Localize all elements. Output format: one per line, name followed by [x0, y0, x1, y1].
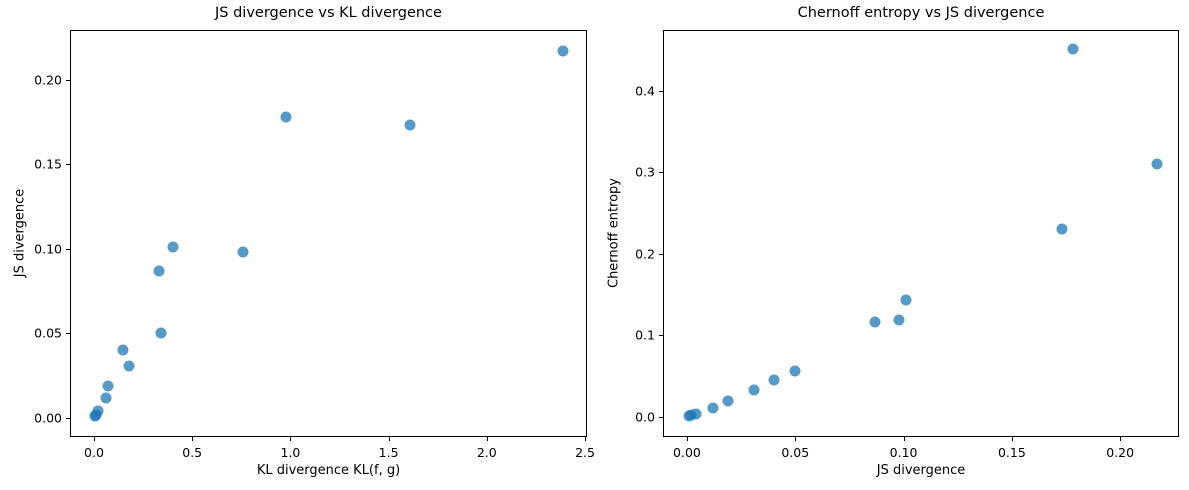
- data-point: [900, 294, 912, 306]
- y-tick-label: 0.10: [34, 241, 62, 257]
- x-tick-label: 2.0: [476, 445, 497, 460]
- x-tick-mark: [686, 437, 688, 441]
- chart-title: JS divergence vs KL divergence: [215, 5, 442, 21]
- data-point: [869, 316, 881, 328]
- y-tick-mark: [659, 172, 663, 174]
- data-point: [117, 344, 129, 356]
- y-tick-mark: [659, 253, 663, 255]
- x-tick-mark: [585, 437, 587, 441]
- y-tick-label: 0.0: [635, 409, 655, 425]
- y-axis-label: Chernoff entropy: [606, 177, 622, 289]
- data-point: [789, 365, 801, 377]
- data-point: [1151, 158, 1163, 170]
- data-point: [100, 392, 112, 404]
- x-tick-mark: [93, 437, 95, 441]
- data-point: [237, 246, 249, 258]
- x-tick-mark: [290, 437, 292, 441]
- y-tick-label: 0.05: [34, 325, 62, 341]
- y-tick-mark: [66, 418, 70, 420]
- data-point: [167, 241, 179, 253]
- y-tick-label: 0.3: [635, 164, 655, 180]
- x-tick-label: 0.00: [673, 445, 701, 460]
- x-tick-label: 1.5: [378, 445, 399, 460]
- data-point: [123, 360, 135, 372]
- data-point: [707, 402, 719, 414]
- data-point: [404, 119, 416, 131]
- y-tick-label: 0.4: [635, 83, 655, 99]
- x-tick-mark: [795, 437, 797, 441]
- x-axis-label: KL divergence KL(f, g): [256, 463, 401, 478]
- x-tick-label: 0.15: [997, 445, 1026, 460]
- plot-area: 0.0 0.5 1.0 1.5 2.0 2.5 0.00 0.05 0.10 0.15 0.20: [34, 30, 595, 460]
- x-tick-mark: [486, 437, 488, 441]
- data-point: [153, 265, 165, 277]
- data-point: [893, 314, 905, 326]
- x-tick-label: 0.10: [889, 445, 918, 460]
- y-tick-mark: [66, 333, 70, 335]
- left-chart-js-vs-kl: JS divergence vs KL divergence JS diverg…: [0, 0, 595, 490]
- right-chart-chernoff-vs-js: Chernoff entropy vs JS divergence Cherno…: [594, 0, 1189, 490]
- x-tick-label: 2.5: [575, 445, 595, 460]
- data-point: [748, 384, 760, 396]
- x-tick-label: 0.20: [1106, 445, 1135, 460]
- x-tick-label: 0.05: [781, 445, 810, 460]
- x-tick-mark: [903, 437, 905, 441]
- data-point: [280, 111, 292, 123]
- x-tick-mark: [1011, 437, 1013, 441]
- y-tick-label: 0.15: [34, 156, 62, 172]
- data-point: [155, 327, 167, 339]
- y-tick-mark: [66, 248, 70, 250]
- y-tick-mark: [659, 335, 663, 337]
- y-tick-mark: [659, 417, 663, 418]
- y-axis-label: JS divergence: [12, 188, 28, 278]
- data-point: [89, 410, 101, 422]
- y-tick-label: 0.20: [34, 72, 62, 88]
- y-tick-mark: [66, 164, 70, 166]
- x-tick-mark: [192, 437, 194, 441]
- chart-title: Chernoff entropy vs JS divergence: [797, 5, 1045, 21]
- x-axis-label: JS divergence: [876, 463, 966, 478]
- plot-area: 0.00 0.05 0.10 0.15 0.20 0.0 0.1 0.2 0.3 0.4: [635, 30, 1179, 460]
- y-tick-mark: [66, 79, 70, 81]
- y-tick-label: 0.00: [34, 410, 62, 426]
- y-tick-label: 0.1: [635, 327, 655, 343]
- data-point: [102, 380, 114, 392]
- data-point: [768, 374, 780, 386]
- x-tick-mark: [388, 437, 390, 441]
- data-point: [683, 410, 695, 422]
- x-tick-mark: [1120, 437, 1122, 441]
- y-tick-label: 0.2: [635, 246, 655, 262]
- x-tick-label: 0.0: [84, 445, 104, 460]
- x-tick-label: 0.5: [182, 445, 203, 460]
- y-tick-mark: [659, 90, 663, 92]
- data-point: [1067, 43, 1078, 55]
- x-tick-label: 1.0: [280, 445, 301, 460]
- data-point: [557, 45, 569, 57]
- data-point: [722, 395, 734, 407]
- data-point: [1056, 223, 1068, 235]
